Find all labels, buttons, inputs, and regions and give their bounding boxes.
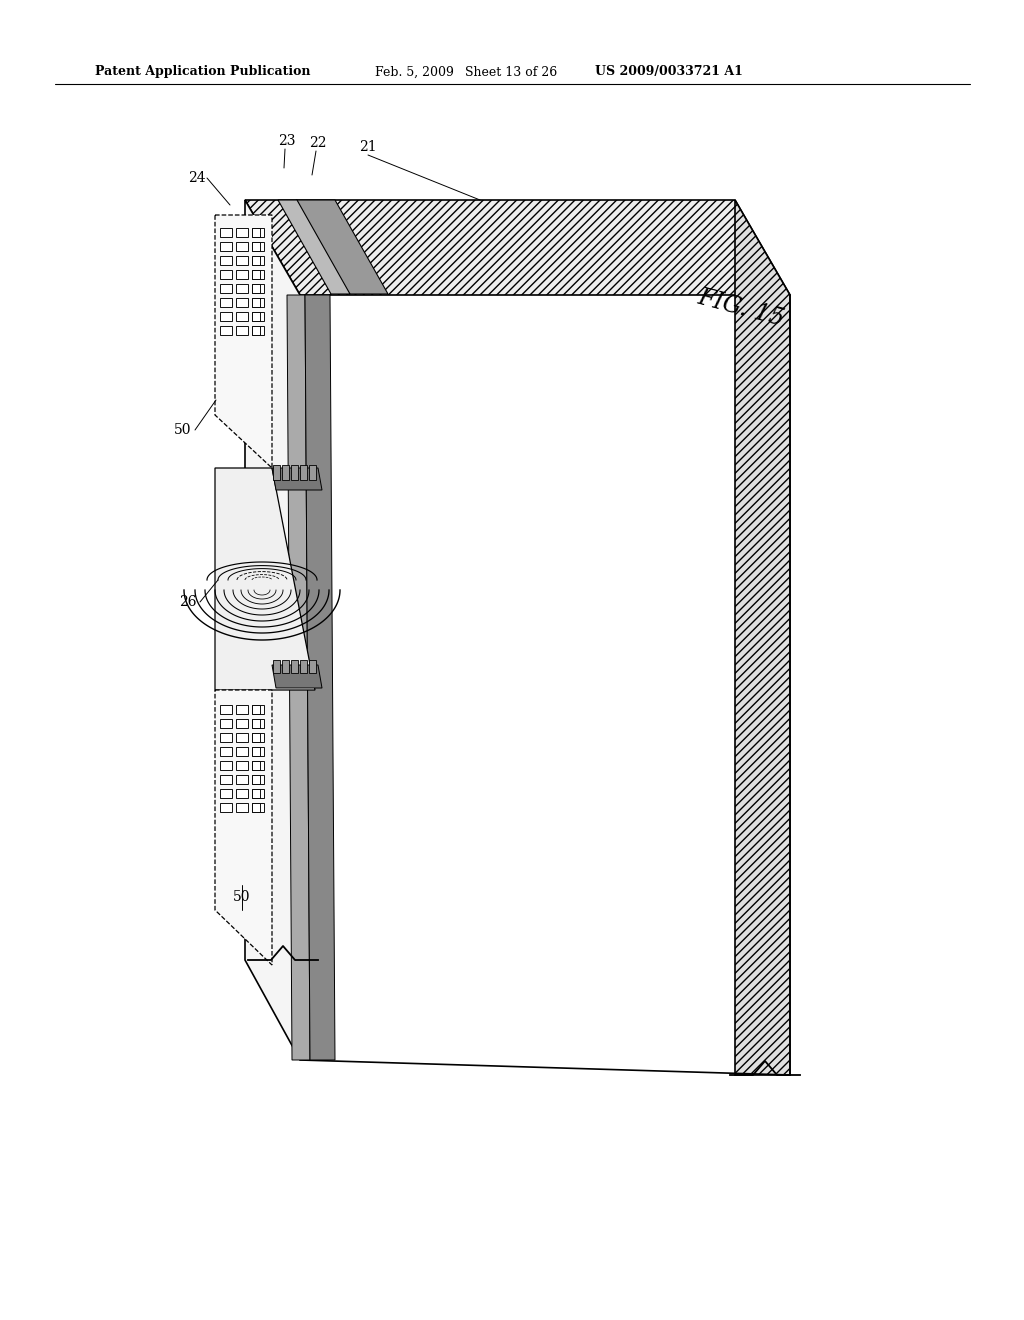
Polygon shape — [245, 201, 790, 294]
Polygon shape — [252, 719, 264, 729]
Polygon shape — [273, 465, 280, 480]
Polygon shape — [252, 705, 260, 714]
Text: Patent Application Publication: Patent Application Publication — [95, 66, 310, 78]
Polygon shape — [236, 298, 248, 308]
Polygon shape — [252, 228, 260, 238]
Polygon shape — [220, 705, 232, 714]
Polygon shape — [252, 284, 260, 293]
Text: US 2009/0033721 A1: US 2009/0033721 A1 — [595, 66, 742, 78]
Polygon shape — [236, 803, 248, 812]
Polygon shape — [282, 465, 289, 480]
Text: Sheet 13 of 26: Sheet 13 of 26 — [465, 66, 557, 78]
Polygon shape — [215, 215, 272, 469]
Polygon shape — [220, 256, 232, 265]
Polygon shape — [220, 326, 232, 335]
Polygon shape — [252, 256, 264, 265]
Polygon shape — [252, 733, 264, 742]
Polygon shape — [236, 312, 248, 321]
Polygon shape — [309, 660, 316, 673]
Polygon shape — [220, 242, 232, 251]
Polygon shape — [220, 789, 232, 799]
Polygon shape — [236, 789, 248, 799]
Polygon shape — [252, 789, 260, 799]
Polygon shape — [300, 660, 307, 673]
Polygon shape — [252, 242, 264, 251]
Text: FIG. 15: FIG. 15 — [695, 285, 786, 330]
Polygon shape — [272, 469, 322, 490]
Polygon shape — [220, 747, 232, 756]
Text: Feb. 5, 2009: Feb. 5, 2009 — [375, 66, 454, 78]
Polygon shape — [252, 762, 264, 770]
Polygon shape — [236, 256, 248, 265]
Text: 22: 22 — [309, 136, 327, 150]
Text: 23: 23 — [279, 135, 296, 148]
Polygon shape — [252, 312, 264, 321]
Polygon shape — [236, 775, 248, 784]
Polygon shape — [287, 294, 310, 1060]
Polygon shape — [252, 298, 264, 308]
Polygon shape — [220, 803, 232, 812]
Polygon shape — [220, 228, 232, 238]
Text: 26: 26 — [179, 595, 197, 609]
Polygon shape — [252, 747, 264, 756]
Polygon shape — [236, 719, 248, 729]
Polygon shape — [236, 747, 248, 756]
Polygon shape — [296, 201, 388, 294]
Polygon shape — [252, 775, 260, 784]
Text: 50: 50 — [174, 422, 191, 437]
Polygon shape — [252, 326, 260, 335]
Text: 21: 21 — [359, 140, 377, 154]
Polygon shape — [236, 762, 248, 770]
Polygon shape — [236, 326, 248, 335]
Polygon shape — [252, 271, 260, 279]
Polygon shape — [291, 465, 298, 480]
Polygon shape — [236, 733, 248, 742]
Polygon shape — [215, 469, 315, 690]
Polygon shape — [252, 705, 264, 714]
Polygon shape — [305, 294, 335, 1060]
Polygon shape — [252, 284, 264, 293]
Polygon shape — [220, 733, 232, 742]
Polygon shape — [252, 256, 260, 265]
Polygon shape — [220, 762, 232, 770]
Polygon shape — [215, 690, 272, 965]
Polygon shape — [236, 228, 248, 238]
Polygon shape — [252, 242, 260, 251]
Polygon shape — [252, 747, 260, 756]
Polygon shape — [252, 719, 260, 729]
Polygon shape — [252, 326, 264, 335]
Polygon shape — [220, 775, 232, 784]
Polygon shape — [735, 201, 790, 1074]
Polygon shape — [252, 228, 264, 238]
Polygon shape — [252, 312, 260, 321]
Polygon shape — [309, 465, 316, 480]
Polygon shape — [252, 271, 264, 279]
Polygon shape — [236, 242, 248, 251]
Polygon shape — [252, 789, 264, 799]
Polygon shape — [220, 298, 232, 308]
Polygon shape — [220, 284, 232, 293]
Polygon shape — [252, 298, 260, 308]
Polygon shape — [236, 705, 248, 714]
Polygon shape — [272, 665, 322, 688]
Polygon shape — [220, 271, 232, 279]
Polygon shape — [220, 719, 232, 729]
Polygon shape — [252, 803, 260, 812]
Text: 24: 24 — [188, 172, 206, 185]
Text: 50: 50 — [233, 890, 251, 904]
Polygon shape — [220, 312, 232, 321]
Polygon shape — [252, 775, 264, 784]
Polygon shape — [252, 762, 260, 770]
Polygon shape — [300, 465, 307, 480]
Polygon shape — [236, 284, 248, 293]
Polygon shape — [282, 660, 289, 673]
Polygon shape — [273, 660, 280, 673]
Polygon shape — [245, 201, 300, 1060]
Polygon shape — [278, 201, 350, 294]
Polygon shape — [252, 733, 260, 742]
Polygon shape — [291, 660, 298, 673]
Polygon shape — [252, 803, 264, 812]
Polygon shape — [236, 271, 248, 279]
